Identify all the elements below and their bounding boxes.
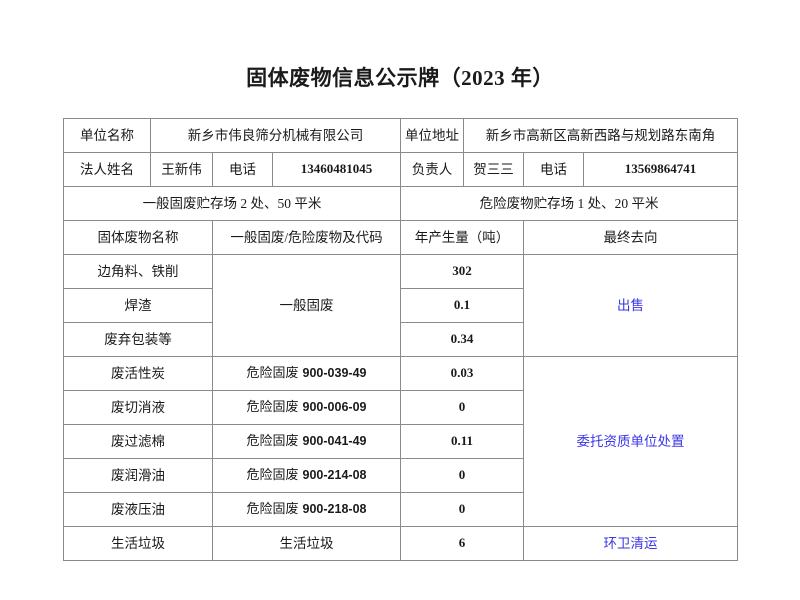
waste-name: 生活垃圾 bbox=[63, 526, 213, 561]
table-row: 废过滤棉 危险固废 900-041-49 0.11 bbox=[63, 424, 738, 459]
waste-amount: 0.03 bbox=[400, 356, 525, 391]
unit-address-value: 新乡市高新区高新西路与规划路东南角 bbox=[463, 118, 739, 153]
legal-phone-label: 电话 bbox=[212, 152, 273, 187]
table-row: 废切消液 危险固废 900-006-09 0 bbox=[63, 390, 738, 425]
waste-amount: 6 bbox=[400, 526, 525, 561]
table-row: 废活性炭 危险固废 900-039-49 0.03 委托资质单位处置 bbox=[63, 356, 739, 527]
table-row-unit: 单位名称 新乡市伟良筛分机械有限公司 单位地址 新乡市高新区高新西路与规划路东南… bbox=[63, 118, 739, 153]
manager-value: 贺三三 bbox=[463, 152, 525, 187]
table-row-contacts: 法人姓名 王新伟 电话 13460481045 负责人 贺三三 电话 13569… bbox=[63, 152, 739, 187]
hazard-code: 900-006-09 bbox=[302, 400, 367, 415]
unit-address-label: 单位地址 bbox=[400, 118, 465, 153]
legal-person-value: 王新伟 bbox=[150, 152, 213, 187]
waste-amount: 302 bbox=[400, 254, 525, 289]
hazard-type-label: 危险固废 bbox=[246, 399, 299, 415]
domestic-waste-destination: 环卫清运 bbox=[523, 526, 739, 561]
waste-type-code: 危险固废 900-039-49 bbox=[211, 356, 402, 391]
waste-amount: 0.34 bbox=[400, 322, 525, 357]
waste-name: 废润滑油 bbox=[63, 458, 213, 493]
hazard-code: 900-039-49 bbox=[302, 366, 367, 381]
hazardous-waste-destination: 委托资质单位处置 bbox=[523, 356, 739, 527]
waste-name: 废过滤棉 bbox=[63, 424, 213, 459]
waste-info-table-container: 单位名称 新乡市伟良筛分机械有限公司 单位地址 新乡市高新区高新西路与规划路东南… bbox=[62, 118, 739, 561]
waste-name: 废液压油 bbox=[63, 492, 213, 527]
waste-type-code: 危险固废 900-041-49 bbox=[211, 424, 402, 459]
legal-person-label: 法人姓名 bbox=[63, 152, 151, 187]
header-waste-type-code: 一般固废/危险废物及代码 bbox=[211, 220, 402, 255]
header-annual-amount: 年产生量（吨） bbox=[400, 220, 525, 255]
hazard-code: 900-214-08 bbox=[302, 468, 367, 483]
waste-amount: 0.1 bbox=[400, 288, 525, 323]
table-row: 废弃包装等 0.34 bbox=[63, 322, 738, 357]
hazard-code: 900-041-49 bbox=[302, 434, 367, 449]
general-storage-info: 一般固废贮存场 2 处、50 平米 bbox=[62, 186, 402, 221]
waste-type-code: 危险固废 900-006-09 bbox=[211, 390, 402, 425]
waste-name: 废切消液 bbox=[63, 390, 213, 425]
waste-amount: 0 bbox=[400, 458, 525, 493]
waste-info-table: 单位名称 新乡市伟良筛分机械有限公司 单位地址 新乡市高新区高新西路与规划路东南… bbox=[62, 118, 739, 561]
page-title: 固体废物信息公示牌（2023 年） bbox=[246, 66, 554, 90]
general-waste-destination: 出售 bbox=[523, 254, 739, 357]
manager-label: 负责人 bbox=[400, 152, 465, 187]
waste-type-code: 危险固废 900-218-08 bbox=[211, 492, 402, 527]
table-row: 焊渣 0.1 bbox=[63, 288, 738, 323]
hazard-type-label: 危险固废 bbox=[246, 501, 299, 517]
table-header-row: 固体废物名称 一般固废/危险废物及代码 年产生量（吨） 最终去向 bbox=[63, 220, 739, 255]
header-final-destination: 最终去向 bbox=[523, 220, 739, 255]
waste-name: 焊渣 bbox=[63, 288, 213, 323]
unit-name-label: 单位名称 bbox=[63, 118, 151, 153]
hazard-type-label: 危险固废 bbox=[246, 433, 299, 449]
manager-phone-label: 电话 bbox=[523, 152, 585, 187]
waste-type: 生活垃圾 bbox=[211, 526, 402, 561]
waste-name: 废弃包装等 bbox=[63, 322, 213, 357]
header-waste-name: 固体废物名称 bbox=[63, 220, 213, 255]
table-row: 生活垃圾 生活垃圾 6 环卫清运 bbox=[63, 526, 739, 561]
unit-name-value: 新乡市伟良筛分机械有限公司 bbox=[149, 118, 402, 153]
table-row-storage: 一般固废贮存场 2 处、50 平米 危险废物贮存场 1 处、20 平米 bbox=[62, 186, 739, 221]
waste-name: 边角料、铁削 bbox=[63, 254, 213, 289]
hazard-code: 900-218-08 bbox=[302, 502, 367, 517]
hazard-type-label: 危险固废 bbox=[246, 365, 299, 381]
manager-phone-value: 13569864741 bbox=[583, 152, 739, 187]
waste-amount: 0 bbox=[400, 390, 525, 425]
hazard-type-label: 危险固废 bbox=[246, 467, 299, 483]
waste-amount: 0 bbox=[400, 492, 525, 527]
table-row: 边角料、铁削 一般固废 302 出售 bbox=[63, 254, 739, 357]
waste-name: 废活性炭 bbox=[63, 356, 213, 391]
table-row: 废润滑油 危险固废 900-214-08 0 bbox=[63, 458, 738, 493]
legal-phone-value: 13460481045 bbox=[271, 152, 402, 187]
waste-amount: 0.11 bbox=[400, 424, 525, 459]
hazardous-storage-info: 危险废物贮存场 1 处、20 平米 bbox=[400, 186, 739, 221]
general-waste-type: 一般固废 bbox=[211, 254, 402, 357]
waste-type-code: 危险固废 900-214-08 bbox=[211, 458, 402, 493]
